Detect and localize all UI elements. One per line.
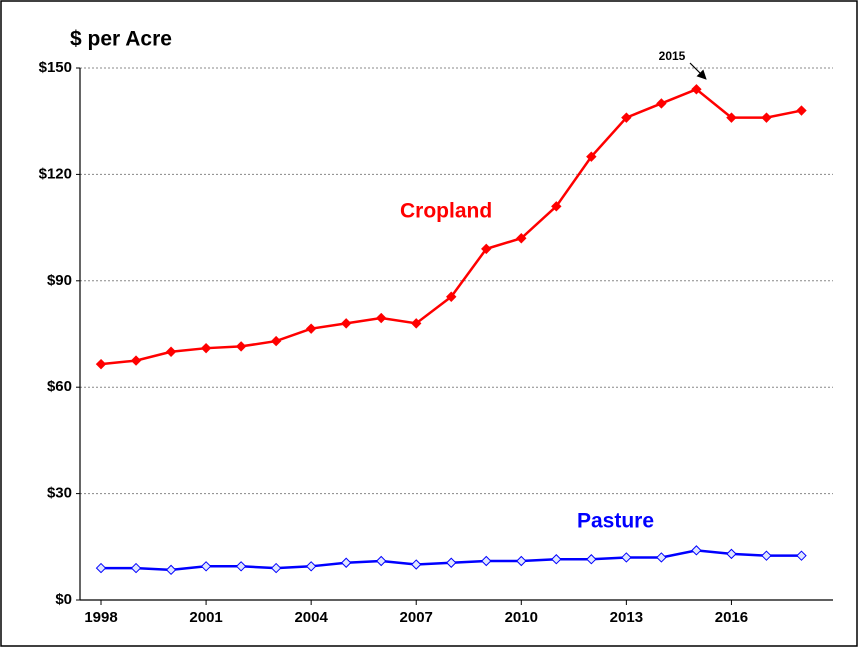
data-point — [165, 346, 177, 357]
data-point — [305, 323, 317, 334]
data-point — [200, 342, 212, 354]
data-point — [95, 358, 107, 370]
data-point — [656, 552, 667, 563]
x-tick-label: 1998 — [84, 609, 117, 626]
data-point — [726, 112, 737, 123]
data-point — [130, 355, 142, 366]
data-point — [481, 243, 492, 255]
x-tick-label: 2010 — [505, 609, 538, 626]
data-point — [761, 112, 772, 123]
y-tick-label: $150 — [39, 59, 72, 76]
data-point — [551, 201, 562, 212]
y-tick-label: $30 — [47, 485, 72, 502]
chart-title: $ per Acre — [70, 28, 172, 51]
data-point — [586, 151, 597, 162]
data-point — [95, 562, 107, 574]
data-point — [375, 312, 387, 324]
data-point — [761, 550, 772, 561]
x-tick-label: 2004 — [294, 609, 328, 626]
y-tick-label: $0 — [55, 591, 72, 608]
data-point — [621, 112, 632, 123]
data-point — [481, 555, 492, 567]
x-tick-label: 2013 — [610, 609, 643, 626]
data-point — [621, 552, 632, 563]
x-tick-label: 2007 — [400, 609, 433, 626]
data-point — [586, 554, 597, 565]
y-tick-label: $90 — [47, 272, 72, 289]
data-point — [411, 559, 422, 570]
data-point — [516, 555, 527, 567]
data-point — [165, 564, 177, 576]
data-point — [411, 318, 422, 329]
x-tick-label: 2001 — [189, 609, 222, 626]
data-point — [691, 545, 702, 556]
data-point — [516, 233, 527, 244]
series-label: Pasture — [577, 510, 654, 533]
y-tick-label: $60 — [47, 378, 72, 395]
data-point — [691, 84, 702, 95]
data-point — [270, 562, 282, 574]
data-point — [726, 548, 737, 560]
data-point — [656, 98, 667, 109]
data-point — [235, 341, 247, 352]
data-point — [446, 291, 457, 302]
annotation: 2015 — [659, 49, 686, 63]
data-point — [796, 550, 807, 561]
data-point — [340, 318, 352, 329]
data-point — [200, 561, 212, 572]
data-point — [235, 561, 247, 572]
annotation-arrow — [689, 62, 707, 80]
x-tick-label: 2016 — [715, 609, 748, 626]
y-tick-label: $120 — [39, 165, 72, 182]
data-point — [551, 554, 562, 565]
series-label: Cropland — [400, 200, 492, 223]
data-point — [446, 557, 457, 568]
data-point — [796, 105, 807, 116]
data-point — [270, 335, 282, 347]
data-point — [340, 557, 352, 568]
data-point — [375, 555, 387, 567]
data-point — [305, 561, 317, 572]
data-point — [130, 562, 142, 574]
